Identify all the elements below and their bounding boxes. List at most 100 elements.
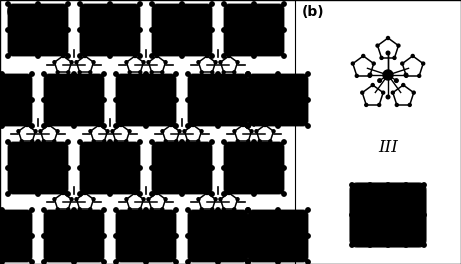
Circle shape bbox=[246, 124, 250, 128]
Circle shape bbox=[236, 61, 239, 64]
Circle shape bbox=[242, 124, 244, 126]
Circle shape bbox=[72, 72, 76, 76]
Circle shape bbox=[174, 124, 178, 128]
Circle shape bbox=[401, 62, 404, 65]
Circle shape bbox=[72, 208, 76, 212]
Circle shape bbox=[306, 234, 310, 238]
Circle shape bbox=[378, 103, 381, 106]
Circle shape bbox=[216, 260, 220, 264]
Circle shape bbox=[144, 260, 148, 264]
Circle shape bbox=[106, 130, 109, 133]
Circle shape bbox=[150, 166, 154, 170]
Circle shape bbox=[386, 36, 390, 40]
FancyBboxPatch shape bbox=[116, 74, 176, 126]
Circle shape bbox=[282, 140, 286, 144]
Circle shape bbox=[150, 71, 153, 74]
Circle shape bbox=[252, 140, 256, 144]
Circle shape bbox=[258, 140, 261, 143]
Circle shape bbox=[222, 208, 225, 211]
Circle shape bbox=[276, 124, 280, 128]
Circle shape bbox=[178, 130, 181, 133]
Circle shape bbox=[214, 61, 217, 64]
Circle shape bbox=[422, 62, 425, 65]
FancyBboxPatch shape bbox=[44, 74, 104, 126]
Circle shape bbox=[138, 166, 142, 170]
Circle shape bbox=[222, 192, 226, 196]
Circle shape bbox=[422, 183, 426, 187]
Circle shape bbox=[114, 260, 118, 264]
Circle shape bbox=[150, 208, 153, 211]
Circle shape bbox=[142, 61, 145, 64]
Circle shape bbox=[0, 72, 4, 76]
Circle shape bbox=[36, 140, 40, 144]
Circle shape bbox=[42, 208, 46, 212]
Circle shape bbox=[397, 44, 400, 47]
Circle shape bbox=[78, 2, 82, 6]
Circle shape bbox=[368, 183, 372, 187]
Circle shape bbox=[17, 130, 20, 133]
Circle shape bbox=[42, 124, 46, 128]
Circle shape bbox=[72, 124, 76, 128]
Circle shape bbox=[111, 130, 114, 133]
Circle shape bbox=[170, 124, 172, 126]
FancyBboxPatch shape bbox=[116, 210, 176, 262]
Circle shape bbox=[396, 103, 398, 106]
Circle shape bbox=[155, 191, 159, 195]
Circle shape bbox=[252, 54, 256, 58]
Circle shape bbox=[78, 192, 82, 196]
Circle shape bbox=[383, 70, 393, 80]
Circle shape bbox=[66, 166, 70, 170]
Circle shape bbox=[134, 191, 136, 195]
Circle shape bbox=[210, 28, 214, 32]
Circle shape bbox=[180, 2, 184, 6]
Circle shape bbox=[210, 166, 214, 170]
Circle shape bbox=[276, 260, 280, 264]
Circle shape bbox=[6, 192, 10, 196]
Circle shape bbox=[67, 71, 70, 74]
Circle shape bbox=[219, 61, 222, 64]
FancyBboxPatch shape bbox=[8, 4, 68, 56]
Circle shape bbox=[92, 61, 95, 64]
Circle shape bbox=[61, 54, 65, 58]
Circle shape bbox=[246, 208, 250, 212]
Circle shape bbox=[155, 54, 159, 58]
Circle shape bbox=[78, 71, 81, 74]
Circle shape bbox=[0, 208, 4, 212]
Circle shape bbox=[75, 61, 78, 64]
Circle shape bbox=[365, 103, 368, 106]
Circle shape bbox=[25, 124, 29, 126]
Circle shape bbox=[150, 54, 154, 58]
Circle shape bbox=[20, 140, 23, 143]
Circle shape bbox=[351, 62, 355, 65]
Circle shape bbox=[114, 208, 118, 212]
Circle shape bbox=[393, 56, 396, 59]
Circle shape bbox=[276, 72, 280, 76]
Circle shape bbox=[186, 208, 190, 212]
Circle shape bbox=[6, 2, 10, 6]
Circle shape bbox=[30, 208, 34, 212]
Circle shape bbox=[197, 61, 200, 64]
Circle shape bbox=[382, 91, 384, 94]
Circle shape bbox=[222, 54, 226, 58]
Circle shape bbox=[174, 234, 178, 238]
Circle shape bbox=[408, 103, 411, 106]
Circle shape bbox=[103, 140, 106, 143]
Circle shape bbox=[6, 28, 10, 32]
Circle shape bbox=[89, 208, 92, 211]
Circle shape bbox=[92, 198, 95, 201]
Circle shape bbox=[164, 140, 167, 143]
Circle shape bbox=[246, 98, 250, 102]
Circle shape bbox=[222, 166, 226, 170]
Circle shape bbox=[56, 130, 59, 133]
Circle shape bbox=[197, 198, 200, 201]
Circle shape bbox=[102, 208, 106, 212]
Circle shape bbox=[227, 191, 230, 195]
Circle shape bbox=[350, 243, 354, 247]
Circle shape bbox=[210, 2, 214, 6]
Circle shape bbox=[138, 192, 142, 196]
Circle shape bbox=[216, 72, 220, 76]
Circle shape bbox=[161, 71, 164, 74]
Circle shape bbox=[211, 71, 214, 74]
Circle shape bbox=[222, 71, 225, 74]
Circle shape bbox=[222, 28, 226, 32]
